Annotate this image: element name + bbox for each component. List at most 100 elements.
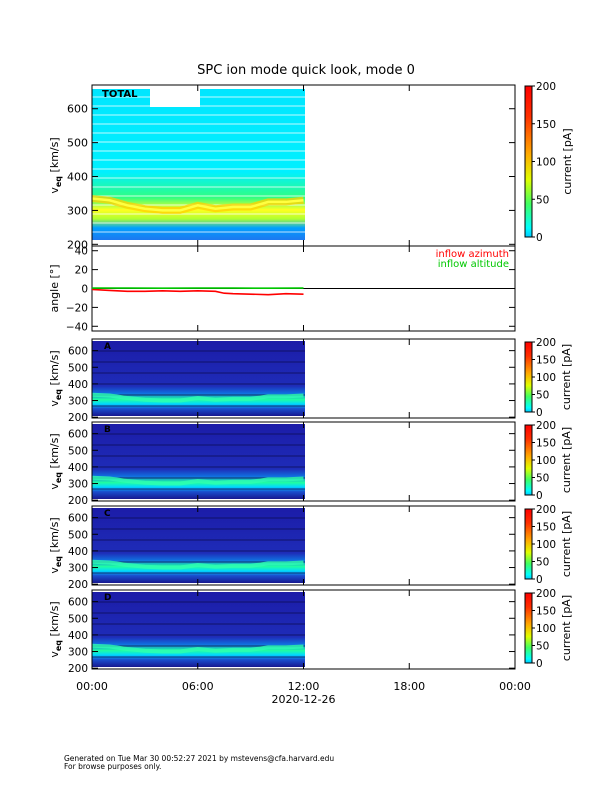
colorbar [524, 85, 533, 238]
colorbar [524, 508, 533, 580]
y-axis-label-sub: eq [54, 176, 63, 187]
colorbar-tick-label: 0 [536, 658, 543, 670]
y-tick-label: 300 [68, 563, 88, 575]
colorbar-tick-label: 0 [536, 407, 543, 419]
legend-azimuth: inflow azimuth [436, 249, 509, 260]
y-axis-label-v: v [48, 567, 61, 574]
colorbar-label: current [pA] [560, 427, 573, 493]
y-axis-label: veq [km/s] [48, 601, 63, 657]
panel-d: 200 300 400 500 600 veq [km/s] D 0 50 100 150 200 cu… [48, 588, 573, 675]
panel-c: 200 300 400 500 600 veq [km/s] C 0 50 100 150 200 cu… [48, 504, 573, 591]
colorbar-tick-label: 50 [536, 194, 549, 206]
y-axis-label-unit: [km/s] [48, 350, 61, 389]
y-tick-label: 20 [75, 265, 88, 277]
colorbar-label: current [pA] [560, 511, 573, 577]
colorbar-tick-label: 200 [536, 337, 556, 349]
y-tick-label: 300 [67, 204, 88, 217]
y-axis-label-unit: [km/s] [48, 601, 61, 640]
panel-label-b: B [104, 425, 111, 435]
peak-ridge-core [91, 197, 304, 212]
y-axis-label: veq [km/s] [48, 433, 63, 489]
colorbar-tick-label: 150 [536, 522, 556, 534]
panel-label-c: C [104, 509, 111, 519]
y-axis-label-sub: eq [54, 472, 63, 483]
colorbar-label: current [pA] [560, 344, 573, 410]
colorbar-tick-label: 100 [536, 157, 556, 169]
x-tick-label: 00:00 [76, 680, 108, 693]
panel-label-a: A [104, 342, 111, 352]
heatmap-c [92, 508, 305, 583]
colorbar-label: current [pA] [560, 595, 573, 661]
chart-title: SPC ion mode quick look, mode 0 [197, 63, 415, 78]
colorbar-tick-label: 150 [536, 119, 556, 131]
y-tick-label: 600 [68, 346, 88, 358]
colorbar-tick-label: 50 [536, 557, 549, 569]
y-axis-label-unit: [km/s] [48, 137, 61, 176]
panel-label-total: TOTAL [102, 89, 138, 100]
footer-browse: For browse purposes only. [64, 762, 161, 771]
y-tick-label: 0 [81, 284, 88, 296]
y-axis-label: veq [km/s] [48, 137, 63, 193]
peak-ridge [91, 475, 304, 486]
heatmap-total [92, 89, 305, 240]
x-axis-date: 2020-12-26 [272, 693, 336, 706]
colorbar-tick-label: 200 [536, 81, 556, 93]
y-tick-label: 500 [68, 445, 88, 457]
y-axis-label: veq [km/s] [48, 350, 63, 406]
y-tick-label: 400 [68, 546, 88, 558]
y-axis-label: veq [km/s] [48, 517, 63, 573]
colorbar-tick-label: 50 [536, 390, 549, 402]
y-tick-label: 600 [67, 103, 88, 116]
y-axis-label-unit: [km/s] [48, 433, 61, 472]
y-tick-label: 300 [68, 396, 88, 408]
y-tick-label: 600 [68, 513, 88, 525]
colorbar [524, 424, 533, 496]
heatmap-a [92, 341, 305, 416]
colorbar-tick-label: 50 [536, 473, 549, 485]
y-tick-label: 400 [68, 379, 88, 391]
peak-ridge [91, 559, 304, 570]
colorbar-label: current [pA] [561, 128, 574, 194]
y-axis-label-sub: eq [54, 556, 63, 567]
y-tick-label: 200 [67, 238, 88, 251]
y-tick-label: 300 [68, 647, 88, 659]
colorbar-tick-label: 200 [536, 420, 556, 432]
x-tick-label: 12:00 [288, 680, 320, 693]
colorbar-tick-label: 200 [536, 588, 556, 600]
colorbar-tick-label: 50 [536, 641, 549, 653]
colorbar [524, 592, 533, 664]
y-axis-label: angle [°] [48, 264, 61, 312]
y-axis-label-v: v [48, 400, 61, 407]
colorbar-tick-label: 100 [536, 623, 556, 635]
y-tick-label: 500 [68, 529, 88, 541]
x-tick-label: 18:00 [393, 680, 425, 693]
heatmap-d [92, 592, 305, 667]
y-axis-label-v: v [48, 483, 61, 490]
y-axis-label-unit: [km/s] [48, 517, 61, 556]
x-tick-label: 00:00 [499, 680, 531, 693]
y-tick-label: 200 [68, 495, 88, 507]
y-axis-label-v: v [48, 651, 61, 658]
y-tick-label: 200 [68, 412, 88, 424]
colorbar [524, 341, 533, 413]
peak-ridge [91, 392, 304, 403]
y-tick-label: 600 [68, 597, 88, 609]
y-tick-label: 400 [68, 630, 88, 642]
y-tick-label: 500 [68, 362, 88, 374]
y-tick-label: 40 [75, 246, 88, 258]
colorbar-tick-label: 0 [536, 232, 543, 244]
panel-angle: 40 20 0 −20 −40 angle [°] inflow azimuthinflow… [48, 245, 516, 333]
y-tick-label: −20 [66, 302, 88, 314]
panel-b: 200 300 400 500 600 veq [km/s] B 0 50 100 150 200 cu… [48, 420, 573, 507]
y-tick-label: 600 [68, 429, 88, 441]
y-axis-label-sub: eq [54, 640, 63, 651]
y-tick-label: 200 [68, 663, 88, 675]
colorbar-tick-label: 0 [536, 574, 543, 586]
panel-a: 200 300 400 500 600 veq [km/s] A 0 50 100 150 200 cu… [48, 337, 573, 424]
panel-label-d: D [104, 593, 111, 603]
x-tick-label: 06:00 [182, 680, 214, 693]
series-line-azimuth [91, 288, 304, 296]
y-tick-label: 400 [67, 171, 88, 184]
colorbar-tick-label: 150 [536, 355, 556, 367]
